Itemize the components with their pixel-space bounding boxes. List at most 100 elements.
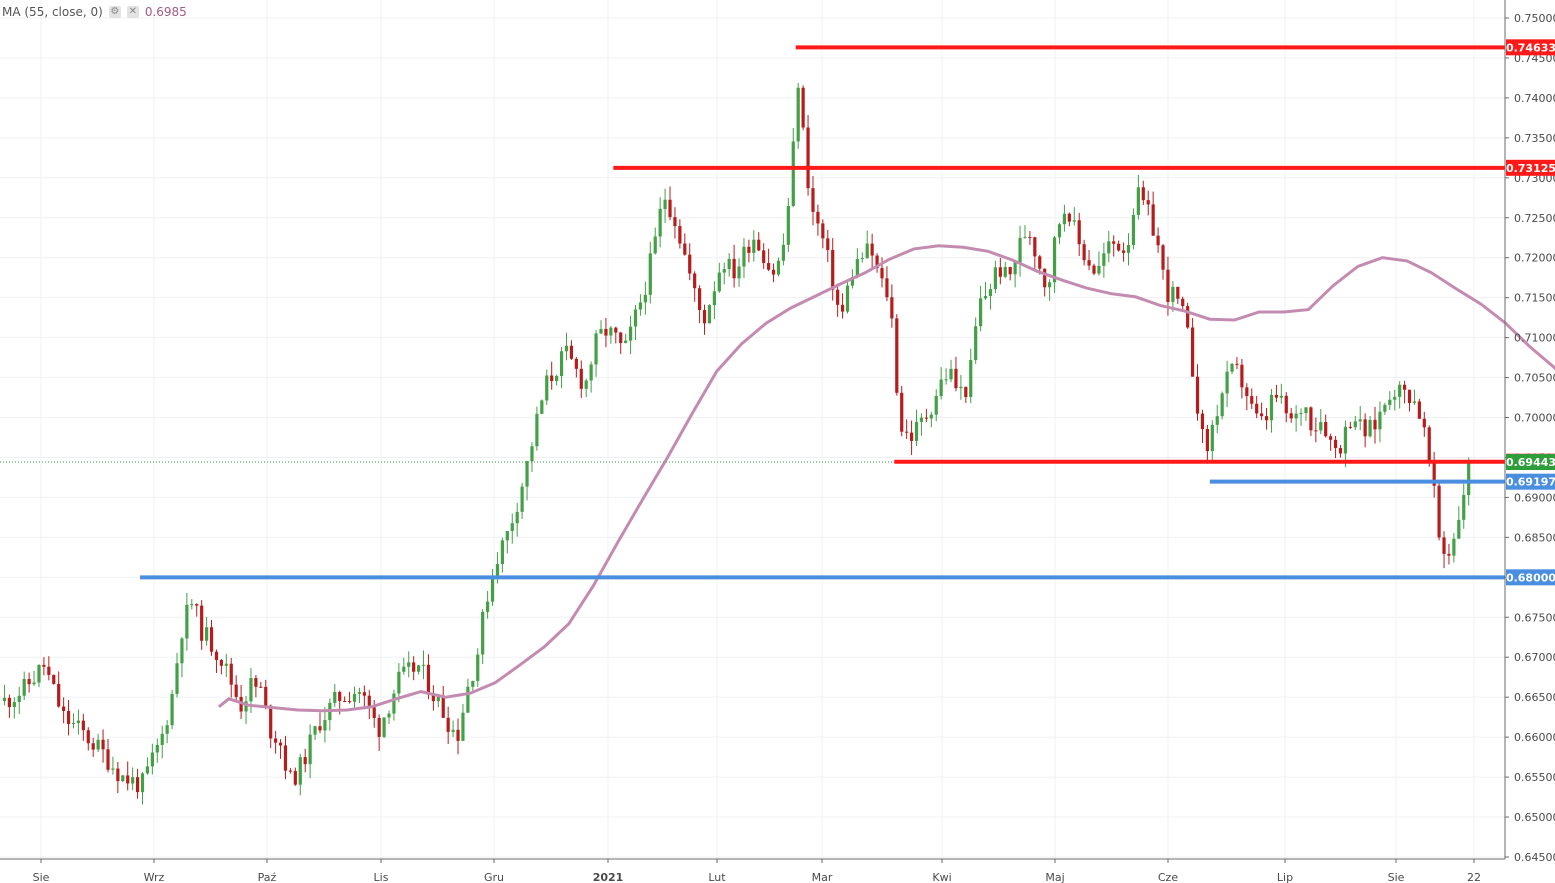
candle-body (91, 743, 95, 750)
close-icon[interactable]: ✕ (126, 6, 139, 18)
candle-body (1462, 495, 1466, 520)
candle-body (1402, 384, 1407, 390)
y-tick-label: 0.67000 (1514, 651, 1555, 664)
candle-body (190, 604, 194, 606)
candle-body (752, 239, 756, 253)
candle-body (451, 729, 455, 732)
candle-body (2, 697, 7, 702)
candle-body (490, 575, 495, 602)
candle-body (1171, 286, 1175, 302)
candle-body (924, 417, 928, 419)
candle-body (574, 358, 578, 369)
candle-body (170, 693, 174, 726)
indicator-legend[interactable]: MA (55, close, 0) ⚙ ✕ 0.6985 (2, 5, 187, 19)
candle-body (998, 267, 1002, 277)
candle-body (343, 701, 347, 703)
candle-body (579, 368, 583, 389)
candle-body (466, 686, 470, 713)
candle-body (974, 326, 978, 361)
y-tick-label: 0.67500 (1514, 611, 1555, 624)
candle-body (1343, 426, 1348, 454)
candle-body (1279, 395, 1283, 398)
candle-body (1205, 429, 1209, 452)
candle-body (131, 777, 135, 784)
x-tick-label: Lut (708, 871, 726, 883)
candle-body (1245, 387, 1249, 397)
candle-body (1057, 224, 1062, 238)
candle-body (865, 243, 869, 259)
candle-body (1314, 430, 1318, 432)
candle-body (1353, 421, 1357, 428)
candle-body (96, 739, 100, 750)
candle-body (1067, 213, 1071, 222)
candle-body (298, 757, 302, 785)
candle-body (540, 400, 544, 414)
candle-body (1412, 401, 1417, 404)
candle-body (224, 663, 228, 666)
price-levels[interactable] (0, 45, 1505, 580)
candle-body (81, 720, 85, 731)
candle-body (850, 277, 855, 286)
candle-body (1220, 393, 1224, 417)
candle-body (628, 326, 633, 341)
gear-icon[interactable]: ⚙ (108, 6, 121, 18)
candle-body (441, 697, 445, 718)
candle-body (895, 318, 899, 393)
candle-body (436, 697, 440, 702)
candle-body (416, 665, 421, 672)
candle-body (214, 651, 219, 661)
price-badge-label: 0.73125 (1506, 162, 1555, 175)
candle-body (313, 726, 317, 735)
candle-body (1112, 241, 1116, 244)
candle-body (1092, 265, 1096, 274)
candle-body (160, 733, 164, 745)
candle-body (1023, 236, 1027, 238)
candle-body (697, 288, 702, 311)
candle-body (1062, 213, 1067, 225)
candle-body (737, 266, 741, 279)
candle-body (1181, 298, 1185, 307)
candle-body (347, 701, 352, 703)
candle-body (890, 297, 894, 319)
candle-body (1186, 306, 1190, 328)
candle-body (1126, 245, 1131, 253)
candle-body (614, 327, 618, 333)
y-tick-label: 0.68500 (1514, 531, 1555, 544)
candle-body (66, 710, 71, 725)
candle-body (638, 302, 643, 310)
candle-body (1373, 419, 1377, 430)
candle-body (510, 523, 514, 532)
candle-body (801, 87, 805, 128)
candle-body (195, 604, 199, 606)
candle-body (1013, 262, 1017, 275)
candle-body (870, 243, 874, 256)
candle-body (683, 243, 687, 255)
candle-body (712, 291, 716, 306)
candle-body (589, 364, 593, 381)
candle-body (17, 695, 21, 703)
y-tick-label: 0.65000 (1514, 811, 1555, 824)
candle-body (204, 627, 209, 641)
x-tick-label: Gru (484, 871, 504, 883)
candle-body (57, 683, 61, 707)
candle-body (1309, 407, 1313, 431)
candle-body (1388, 399, 1392, 405)
candle-body (776, 260, 781, 275)
candle-body (500, 540, 504, 565)
price-badge-label: 0.69443 (1506, 456, 1555, 469)
candle-body (545, 375, 549, 401)
candle-body (535, 413, 539, 447)
candle-body (762, 250, 766, 264)
candle-body (840, 304, 845, 312)
candle-body (673, 217, 677, 227)
x-tick-label: Lis (374, 871, 389, 883)
x-tick-label: Wrz (144, 871, 165, 883)
candle-body (426, 664, 431, 695)
candle-body (461, 712, 465, 741)
candle-body (1422, 418, 1426, 428)
candle-body (1038, 256, 1042, 269)
candle-body (599, 328, 603, 334)
candle-body (781, 244, 786, 261)
candle-body (796, 87, 800, 142)
